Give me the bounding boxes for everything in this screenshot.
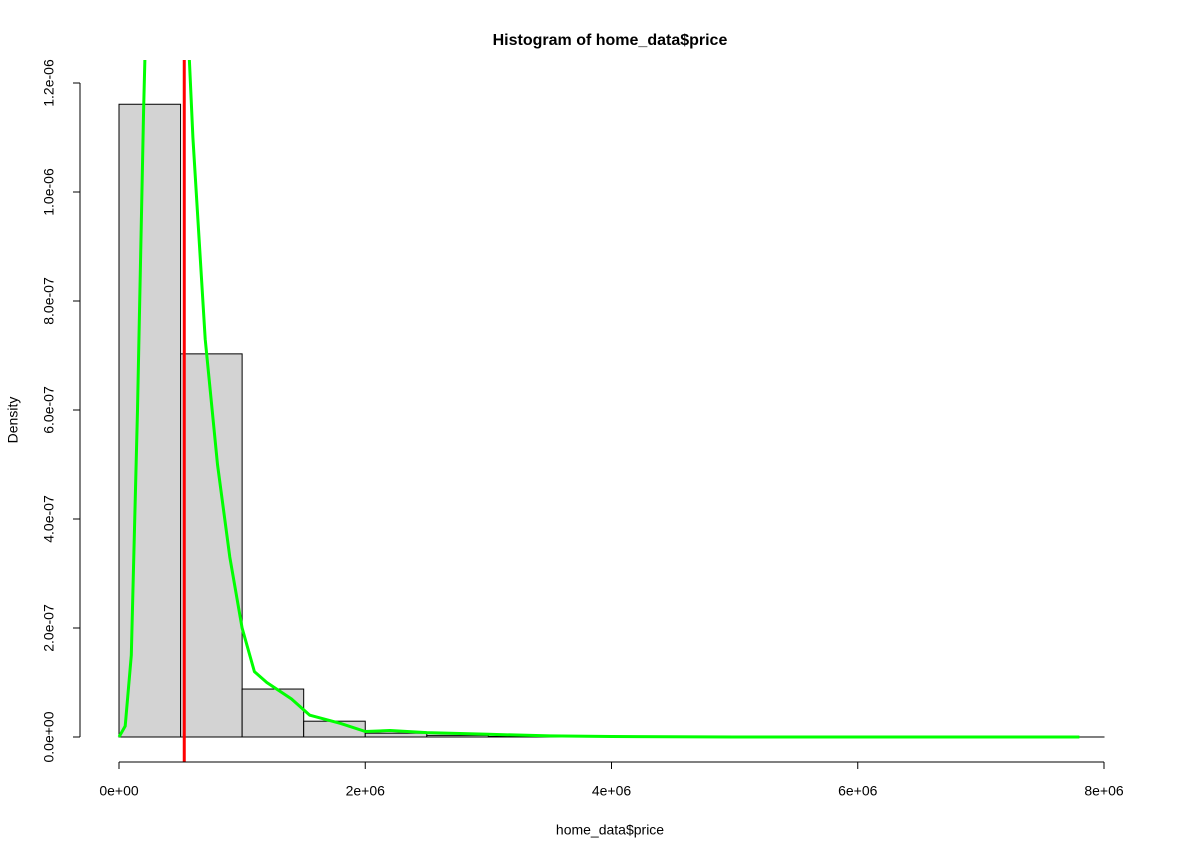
density-line bbox=[117, 60, 1080, 739]
x-tick-label: 6e+06 bbox=[838, 783, 878, 799]
x-tick-label: 0e+00 bbox=[99, 783, 139, 799]
y-tick-label: 2.0e-07 bbox=[41, 604, 57, 652]
x-axis-label: home_data$price bbox=[556, 822, 664, 838]
plot-area bbox=[117, 60, 1105, 762]
y-tick-label: 1.0e-06 bbox=[41, 168, 57, 216]
y-tick-label: 8.0e-07 bbox=[41, 277, 57, 325]
bar bbox=[241, 688, 305, 738]
y-tick-label: 1.2e-06 bbox=[41, 59, 57, 107]
x-tick-label: 4e+06 bbox=[592, 783, 632, 799]
x-tick-label: 2e+06 bbox=[346, 783, 386, 799]
y-tick-label: 4.0e-07 bbox=[41, 495, 57, 543]
y-tick-label: 6.0e-07 bbox=[41, 386, 57, 434]
bar bbox=[180, 353, 243, 738]
y-axis-label: Density bbox=[5, 397, 21, 444]
chart-title: Histogram of home_data$price bbox=[493, 32, 728, 49]
bar bbox=[364, 732, 428, 738]
y-tick-label: 0.0e+00 bbox=[41, 711, 57, 762]
bar bbox=[118, 103, 182, 738]
bar bbox=[426, 734, 489, 738]
x-tick-label: 8e+06 bbox=[1084, 783, 1124, 799]
